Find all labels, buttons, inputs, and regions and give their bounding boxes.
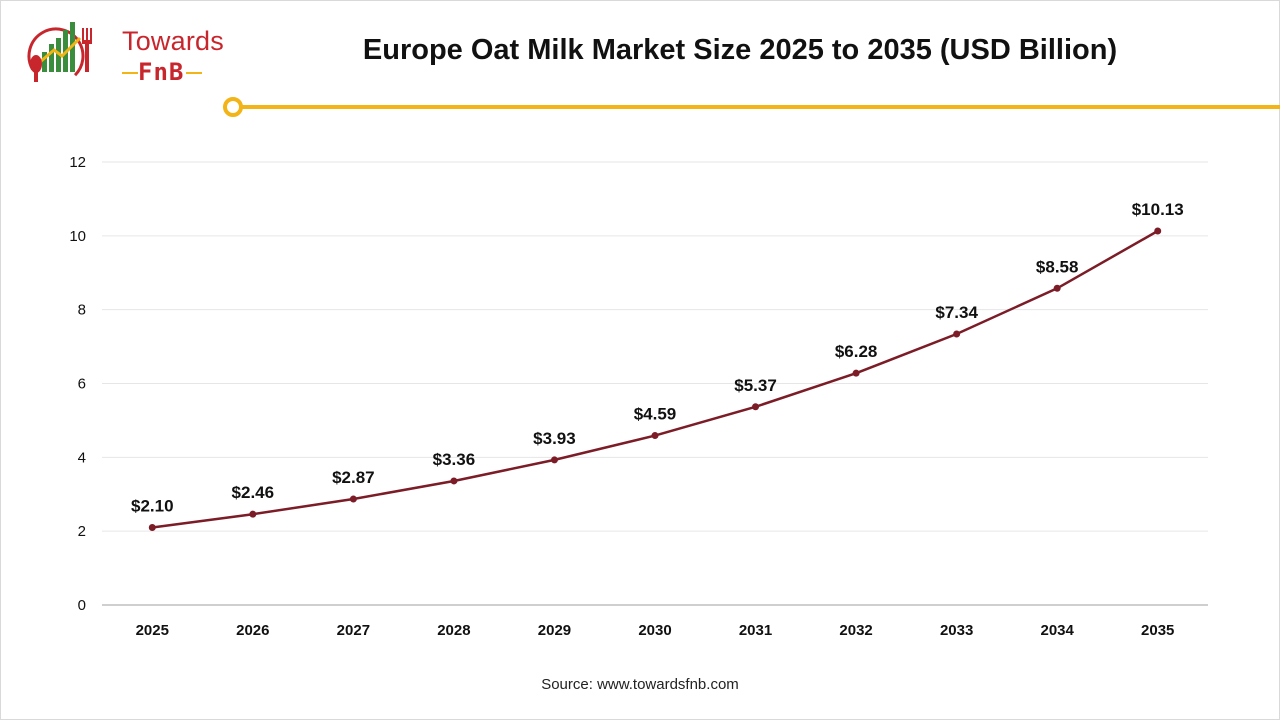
data-points bbox=[148, 227, 1162, 531]
data-point bbox=[249, 510, 257, 518]
title-underline-dot bbox=[223, 97, 243, 117]
source-note: Source: www.towardsfnb.com bbox=[541, 676, 739, 693]
data-point bbox=[349, 495, 357, 503]
data-label: $3.93 bbox=[533, 429, 576, 448]
y-tick-label: 0 bbox=[78, 597, 86, 614]
logo-emblem-icon bbox=[27, 22, 92, 85]
y-axis-ticks: 0 2 4 6 8 10 12 bbox=[69, 154, 86, 614]
x-tick-label: 2027 bbox=[337, 622, 370, 639]
data-label: $3.36 bbox=[433, 450, 476, 469]
data-point bbox=[1154, 227, 1162, 235]
gridlines bbox=[102, 161, 1208, 532]
y-tick-label: 6 bbox=[78, 376, 86, 393]
y-tick-label: 2 bbox=[78, 523, 86, 540]
x-tick-label: 2031 bbox=[739, 622, 772, 639]
y-tick-label: 4 bbox=[78, 449, 86, 466]
y-tick-label: 12 bbox=[69, 154, 86, 171]
x-tick-label: 2025 bbox=[136, 622, 169, 639]
data-label: $10.13 bbox=[1132, 200, 1184, 219]
logo-dash-left bbox=[122, 72, 138, 74]
logo-dash-right bbox=[186, 72, 202, 74]
data-point bbox=[752, 403, 760, 411]
x-tick-label: 2030 bbox=[638, 622, 671, 639]
data-label: $2.10 bbox=[131, 496, 174, 515]
x-tick-label: 2032 bbox=[839, 622, 872, 639]
x-tick-label: 2035 bbox=[1141, 622, 1174, 639]
data-label: $8.58 bbox=[1036, 257, 1079, 276]
y-tick-label: 10 bbox=[69, 228, 86, 245]
data-label: $6.28 bbox=[835, 342, 878, 361]
data-point bbox=[651, 432, 659, 440]
data-label: $2.87 bbox=[332, 468, 375, 487]
towardsfnb-logo: Towards FnB bbox=[26, 18, 224, 88]
data-point bbox=[550, 456, 558, 464]
x-axis-ticks: 2025 2026 2027 2028 2029 2030 2031 2032 2033 2034… bbox=[136, 622, 1175, 639]
title-underline bbox=[236, 105, 1280, 109]
data-point bbox=[148, 523, 156, 531]
data-labels: $2.10 $2.46 $2.87 $3.36 $3.93 $4.59 $5.37 $6.28… bbox=[131, 200, 1184, 515]
logo-wordmark-towards: Towards bbox=[122, 26, 224, 56]
data-label: $2.46 bbox=[232, 483, 275, 502]
y-tick-label: 8 bbox=[78, 302, 86, 319]
data-label: $7.34 bbox=[935, 303, 978, 322]
data-point bbox=[852, 369, 860, 377]
series-line bbox=[152, 229, 1159, 529]
x-tick-label: 2028 bbox=[437, 622, 470, 639]
data-point bbox=[450, 477, 458, 485]
x-tick-label: 2034 bbox=[1040, 622, 1074, 639]
data-point bbox=[953, 330, 961, 338]
data-point bbox=[1053, 284, 1061, 292]
logo-wordmark-fnb: FnB bbox=[138, 58, 185, 86]
chart-title: Europe Oat Milk Market Size 2025 to 2035… bbox=[362, 34, 1118, 66]
x-tick-label: 2033 bbox=[940, 622, 973, 639]
x-tick-label: 2029 bbox=[538, 622, 571, 639]
data-label: $5.37 bbox=[734, 376, 777, 395]
x-tick-label: 2026 bbox=[236, 622, 269, 639]
data-label: $4.59 bbox=[634, 405, 677, 424]
